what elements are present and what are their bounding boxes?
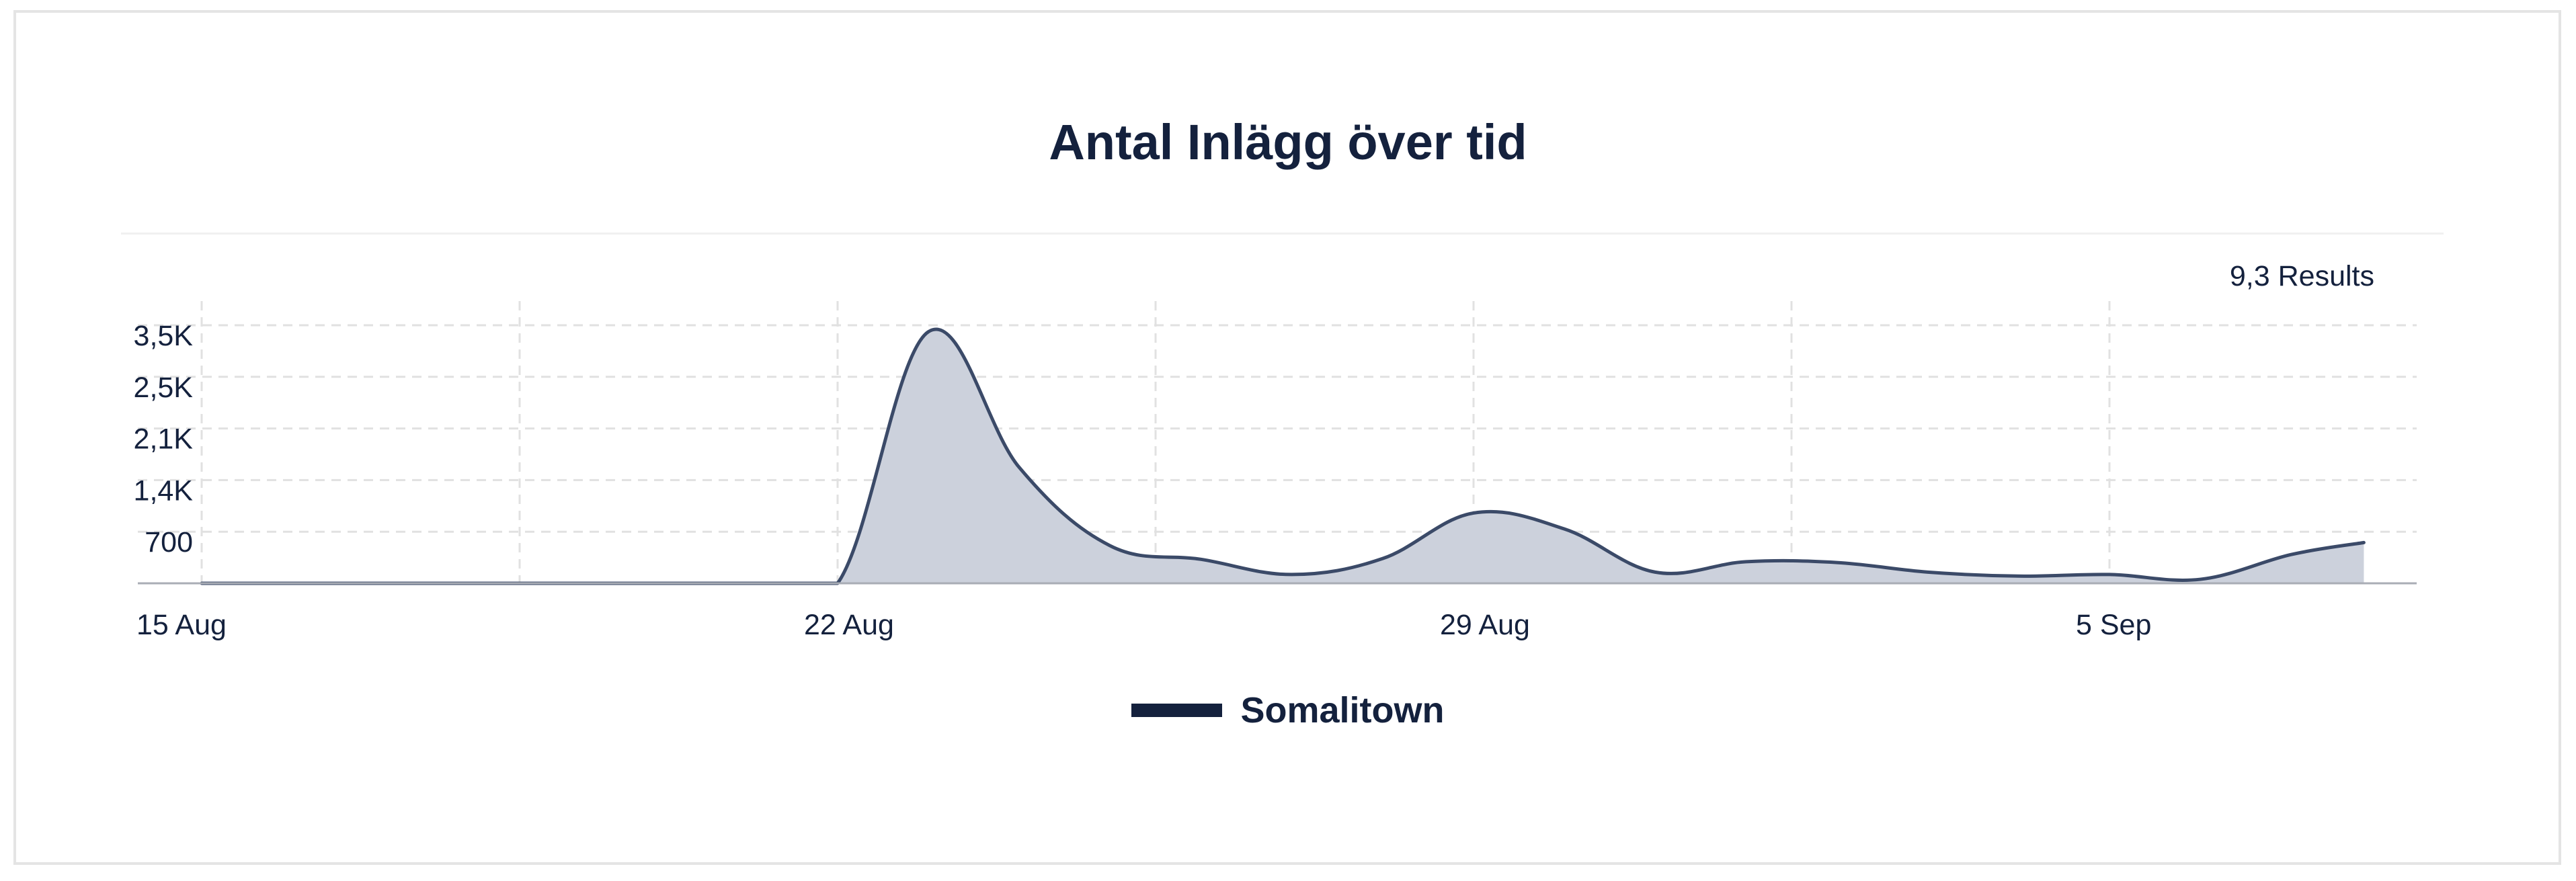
- x-tick-label: 5 Sep: [2076, 609, 2151, 641]
- y-tick-label: 2,5K: [134, 372, 194, 404]
- x-tick-label: 15 Aug: [136, 609, 227, 641]
- y-tick-label: 2,1K: [134, 423, 194, 456]
- chart-card: [13, 10, 2561, 865]
- x-tick-label: 29 Aug: [1440, 609, 1530, 641]
- results-count: 9,3 Results: [2229, 260, 2374, 292]
- y-tick-label: 700: [145, 526, 193, 558]
- chart-title: Antal Inlägg över tid: [1049, 114, 1527, 170]
- series-line: [200, 327, 2366, 585]
- legend: Somalitown: [0, 692, 2576, 728]
- x-tick-label: 22 Aug: [804, 609, 894, 641]
- y-tick-label: 1,4K: [134, 474, 194, 507]
- title-divider: [121, 233, 2444, 235]
- y-tick-label: 3,5K: [134, 320, 194, 352]
- series-area: [202, 329, 2364, 583]
- legend-label: Somalitown: [1240, 690, 1445, 730]
- legend-swatch: [1131, 704, 1223, 717]
